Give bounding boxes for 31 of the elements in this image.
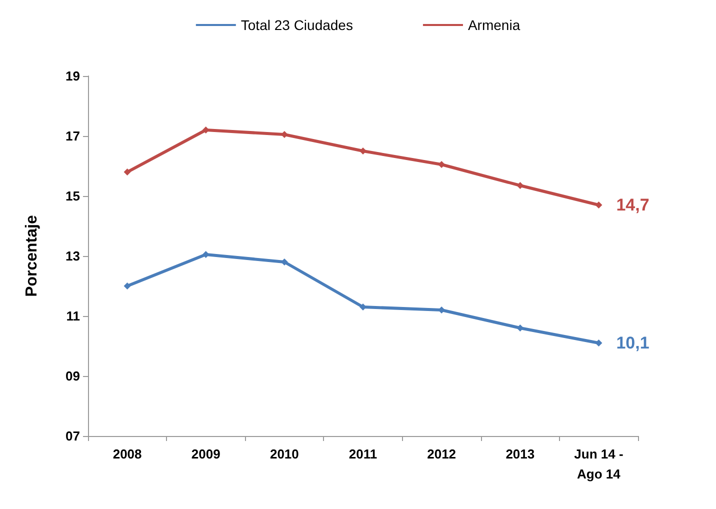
point <box>595 340 602 346</box>
point <box>438 306 446 314</box>
x-tick-label: 2008 <box>112 446 142 462</box>
point <box>438 161 446 168</box>
data-label: 14,7 <box>616 196 650 214</box>
y-tick-label: 11 <box>66 308 80 324</box>
point <box>202 251 210 258</box>
point <box>124 282 131 290</box>
point <box>516 182 524 189</box>
legend-label: Armenia <box>468 17 520 33</box>
x-tick-label: 2012 <box>427 446 456 462</box>
legend-label: Total 23 Ciudades <box>240 17 353 33</box>
y-axis-title: Porcentaje <box>24 214 40 297</box>
x-tick-label: 2010 <box>270 446 299 462</box>
point <box>124 168 131 176</box>
x-tick-label: 2013 <box>506 446 535 462</box>
x-tick-label: 2009 <box>191 446 220 462</box>
point <box>595 202 602 208</box>
y-tick-label: 17 <box>66 128 80 144</box>
y-tick-label: 07 <box>66 428 80 444</box>
point <box>202 126 210 134</box>
y-tick-label: 13 <box>66 248 80 264</box>
y-tick-label: 09 <box>66 368 80 384</box>
x-tick-label: Jun 14 - Ago 14 <box>574 446 624 482</box>
point <box>516 324 524 332</box>
point <box>360 148 366 154</box>
data-label: 10,1 <box>616 334 650 352</box>
x-tick-label: 2011 <box>348 446 378 462</box>
point <box>360 304 366 310</box>
y-tick-label: 15 <box>66 188 80 204</box>
y-tick-label: 19 <box>66 68 80 84</box>
